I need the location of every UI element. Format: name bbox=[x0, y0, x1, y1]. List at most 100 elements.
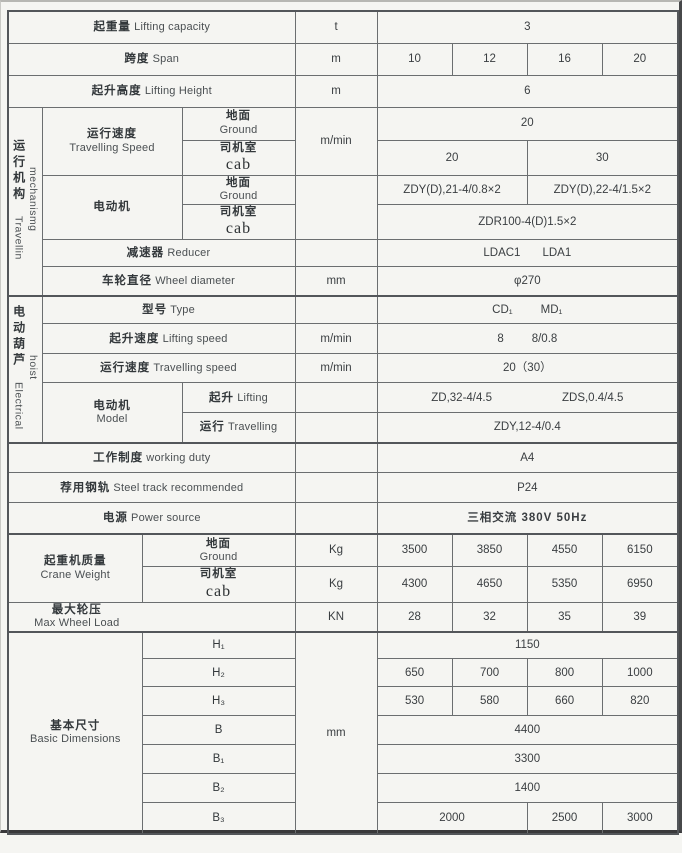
label-zh: 地面 bbox=[226, 110, 252, 123]
label-zh: 工作制度 bbox=[93, 451, 144, 464]
sub-label-cab: 司机室 cab bbox=[141, 566, 296, 603]
sub-label-b3: B₃ bbox=[141, 802, 296, 835]
sub-label-ground: 地面 Ground bbox=[141, 532, 296, 568]
unit-cell-empty bbox=[294, 239, 378, 268]
value-cell: 580 bbox=[451, 686, 528, 717]
label-zh: 起升速度 bbox=[109, 332, 160, 345]
label-zh: 最大轮压 bbox=[51, 603, 102, 616]
label-en: Steel track recommended bbox=[113, 481, 244, 494]
sub-label-cab: 司机室 cab bbox=[181, 139, 296, 176]
sub-label-h1: H₁ bbox=[141, 630, 296, 660]
section-zh: 运行机构 bbox=[11, 138, 26, 203]
label-en: Lifting Height bbox=[144, 84, 212, 97]
sub-label-b2: B₂ bbox=[141, 773, 296, 804]
value-cell: 16 bbox=[526, 42, 603, 76]
unit-cell: m bbox=[294, 74, 378, 108]
value-cell: CD₁ MD₁ bbox=[376, 294, 679, 325]
section-zh: 电动葫芦 bbox=[11, 304, 26, 369]
value-cell: 20 bbox=[601, 42, 679, 76]
row-label-reducer: 减速器 Reducer bbox=[41, 239, 296, 268]
value-cell: 3000 bbox=[601, 802, 679, 835]
value-cell: 800 bbox=[526, 658, 603, 688]
sub-label-b1: B₁ bbox=[141, 744, 296, 775]
value-cell: 20（30） bbox=[376, 353, 679, 384]
label-en: Power source bbox=[131, 511, 201, 524]
unit-cell: KN bbox=[294, 601, 378, 633]
label-en: Max Wheel Load bbox=[34, 617, 120, 630]
value-cell: 2500 bbox=[526, 802, 603, 835]
value-cell: LDAC1 LDA1 bbox=[376, 239, 679, 268]
value-cell: 4550 bbox=[526, 532, 603, 568]
label-en: cab bbox=[205, 582, 232, 600]
value-pair: CD₁ MD₁ bbox=[378, 303, 677, 317]
unit-cell: m/min bbox=[294, 353, 378, 384]
label-zh: 基本尺寸 bbox=[50, 719, 101, 732]
section-label-electrical-hoist: 电动葫芦 Electrical hoist bbox=[7, 294, 43, 444]
value: ZD,32-4/4.5 bbox=[431, 391, 492, 404]
unit-cell: Kg bbox=[294, 566, 378, 603]
unit-cell-empty bbox=[294, 441, 378, 474]
label-zh: 地面 bbox=[206, 537, 232, 550]
label-zh: 荐用钢轨 bbox=[60, 481, 111, 494]
section-label-crane-weight: 起重机质量 Crane Weight bbox=[7, 532, 143, 603]
value-cell: 12 bbox=[451, 42, 528, 76]
value-cell: 6 bbox=[376, 74, 679, 108]
value-cell: 20 bbox=[376, 106, 679, 141]
value-cell: 5350 bbox=[526, 566, 603, 603]
value-cell: 三相交流 380V 50Hz bbox=[376, 502, 679, 535]
value: ZDS,0.4/4.5 bbox=[561, 391, 624, 404]
sub-label-lifting: 起升 Lifting bbox=[181, 382, 296, 414]
label-zh: 跨度 bbox=[124, 52, 150, 65]
label-en: Ground bbox=[199, 550, 238, 563]
label-zh: 型号 bbox=[142, 303, 168, 316]
unit-cell-empty bbox=[294, 174, 378, 241]
value-cell: ZDY,12-4/0.4 bbox=[376, 412, 679, 444]
label-en: Ground bbox=[219, 190, 258, 203]
crane-spec-table: 起重量 Lifting capacity t 3 跨度 Span m 10 12… bbox=[7, 10, 680, 835]
value-pair: LDAC1 LDA1 bbox=[378, 246, 677, 260]
value: LDA1 bbox=[542, 247, 572, 260]
value-cell: ZDY(D),22-4/1.5×2 bbox=[526, 174, 679, 206]
value: MD₁ bbox=[540, 303, 563, 316]
label-en: Travelling bbox=[227, 421, 278, 434]
value-cell: 35 bbox=[526, 601, 603, 633]
label-en: Span bbox=[152, 52, 180, 65]
unit-cell-empty bbox=[294, 382, 378, 414]
row-label-lifting-height: 起升高度 Lifting Height bbox=[7, 74, 296, 108]
sub-label-h3: H₃ bbox=[141, 686, 296, 717]
section-label-travelling-mechanism: 运行机构 Travellin mechanismg bbox=[7, 106, 43, 297]
value-cell: 2000 bbox=[376, 802, 528, 835]
label-zh: 运行速度 bbox=[87, 128, 137, 141]
value-cell: P24 bbox=[376, 472, 679, 504]
value-pair: 8 8/0.8 bbox=[378, 332, 677, 346]
value-cell: 1400 bbox=[376, 773, 679, 804]
label-en: Basic Dimensions bbox=[29, 733, 121, 746]
unit-cell: m bbox=[294, 42, 378, 76]
unit-cell: mm bbox=[294, 266, 378, 297]
row-label-working-duty: 工作制度 working duty bbox=[7, 441, 296, 474]
section-label-basic-dimensions: 基本尺寸 Basic Dimensions bbox=[7, 630, 143, 835]
value-cell: 39 bbox=[601, 601, 679, 633]
value-cell: 530 bbox=[376, 686, 453, 717]
unit-cell: m/min bbox=[294, 106, 378, 176]
label-en: Lifting speed bbox=[162, 332, 228, 345]
unit-cell-empty bbox=[294, 294, 378, 325]
label-en: Lifting bbox=[237, 391, 268, 404]
sub-label-h2: H₂ bbox=[141, 658, 296, 688]
label-zh: 地面 bbox=[226, 176, 252, 189]
unit-cell-empty bbox=[294, 472, 378, 504]
row-label-lifting-capacity: 起重量 Lifting capacity bbox=[7, 10, 296, 44]
vertical-text: 电动葫芦 Electrical hoist bbox=[11, 298, 40, 440]
section-en: Electrical hoist bbox=[12, 354, 39, 430]
value-cell: 660 bbox=[526, 686, 603, 717]
label-en: cab bbox=[225, 220, 252, 238]
label-en: Travelling Speed bbox=[69, 141, 155, 154]
row-label-power-source: 电源 Power source bbox=[7, 502, 296, 535]
value-cell: ZD,32-4/4.5 ZDS,0.4/4.5 bbox=[376, 382, 679, 414]
value-cell: 1000 bbox=[601, 658, 679, 688]
label-zh: 电动机 bbox=[93, 399, 131, 412]
label-zh: 运行速度 bbox=[100, 362, 151, 374]
row-label-max-wheel-load: 最大轮压 Max Wheel Load bbox=[7, 601, 296, 633]
row-label-span: 跨度 Span bbox=[7, 42, 296, 76]
unit-cell: m/min bbox=[294, 323, 378, 355]
